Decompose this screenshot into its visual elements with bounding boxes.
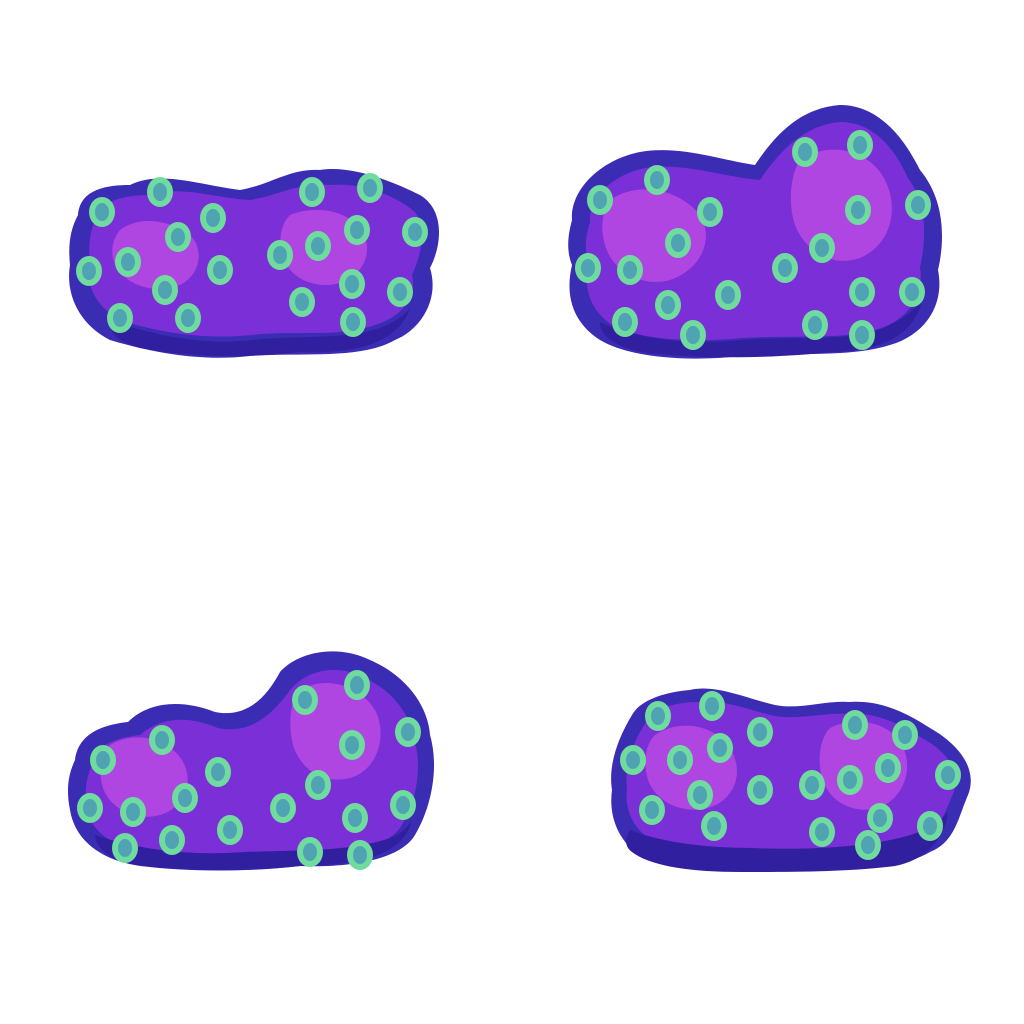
sprite-2-shadow <box>600 300 922 358</box>
coral-sprite-4 <box>611 688 971 872</box>
coral-sprite-1 <box>69 169 440 358</box>
coral-sprite-2 <box>568 105 943 359</box>
sprite-1-shadow <box>109 308 410 357</box>
sprite-3-shadow <box>95 820 412 871</box>
sprite-3-highlight <box>100 682 381 817</box>
coral-sprite-3 <box>67 651 435 871</box>
